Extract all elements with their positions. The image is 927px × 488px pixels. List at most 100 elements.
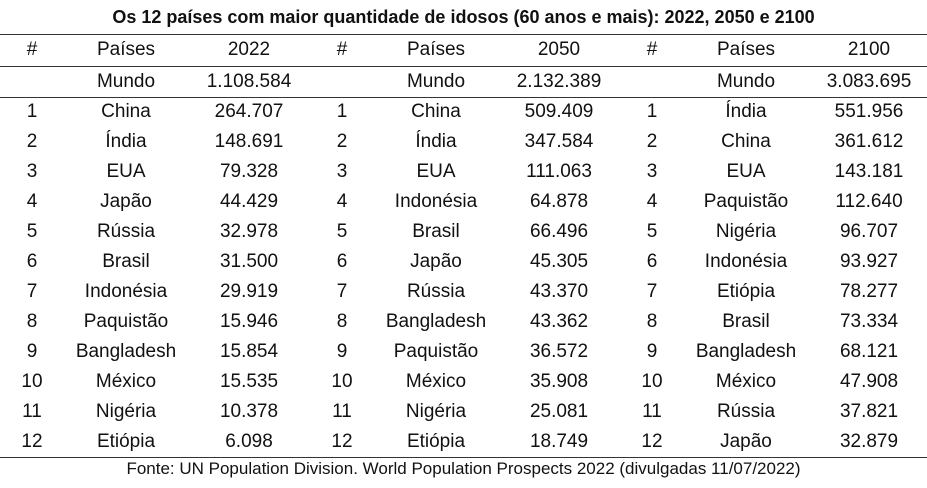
header-cell-rank-2100: # bbox=[646, 39, 658, 60]
table-cell: 32.879 bbox=[839, 431, 899, 452]
table-row: 7 Indonésia 29.919 7 Rússia 43.370 7 Etiópia 78.… bbox=[0, 277, 927, 307]
table-cell: 15.946 bbox=[219, 311, 279, 332]
table-cell: 18.749 bbox=[529, 431, 589, 452]
table-cell: 45.305 bbox=[529, 251, 589, 272]
table-row: 1 China 264.707 1 China 509.409 1 Índia 551.956 bbox=[0, 97, 927, 127]
table-row: 12 Etiópia 6.098 12 Etiópia 18.749 12 Japão 32.8… bbox=[0, 427, 927, 457]
table-cell: 5 bbox=[26, 221, 38, 242]
header-cell-country-2050: Países bbox=[406, 39, 466, 60]
table-cell: Etiópia bbox=[96, 431, 156, 452]
header-rule bbox=[0, 66, 927, 67]
table-cell: 9 bbox=[646, 341, 658, 362]
table-cell: 4 bbox=[26, 191, 38, 212]
table-cell: China bbox=[411, 101, 461, 122]
table-cell: 2 bbox=[336, 131, 348, 152]
table-cell: 78.277 bbox=[839, 281, 899, 302]
source-footnote: Fonte: UN Population Division. World Pop… bbox=[126, 459, 801, 478]
table-cell: EUA bbox=[726, 161, 766, 182]
table-cell: 551.956 bbox=[834, 101, 904, 122]
table-cell: 6.098 bbox=[225, 431, 273, 452]
table-cell: 44.429 bbox=[219, 191, 279, 212]
header-row: # Países 2022 # Países 2050 # Países 210… bbox=[0, 34, 927, 66]
table-cell: 7 bbox=[26, 281, 38, 302]
table-cell: Nigéria bbox=[95, 401, 157, 422]
table-cell: 35.908 bbox=[529, 371, 589, 392]
table-cell: 7 bbox=[336, 281, 348, 302]
world-row: Mundo 1.108.584 Mundo 2.132.389 Mundo 3.… bbox=[0, 66, 927, 97]
table-cell: 5 bbox=[646, 221, 658, 242]
table-cell: 12 bbox=[331, 431, 353, 452]
table-cell: Rússia bbox=[406, 281, 466, 302]
table-cell: EUA bbox=[416, 161, 456, 182]
table-cell: Mundo bbox=[96, 70, 156, 92]
table-cell: Índia bbox=[105, 131, 147, 152]
table-cell: 2 bbox=[26, 131, 38, 152]
table-cell: EUA bbox=[106, 161, 146, 182]
table-cell: 6 bbox=[646, 251, 658, 272]
table-cell bbox=[0, 66, 64, 97]
table-cell: Bangladesh bbox=[385, 311, 487, 332]
table-cell: 43.362 bbox=[529, 311, 589, 332]
table-row: 6 Brasil 31.500 6 Japão 45.305 6 Indonésia 93.92… bbox=[0, 247, 927, 277]
table-cell: 10 bbox=[21, 371, 43, 392]
table-cell: 32.978 bbox=[219, 221, 279, 242]
table-cell: 47.908 bbox=[839, 371, 899, 392]
table-cell: Paquistão bbox=[393, 341, 479, 362]
table-row: 5 Rússia 32.978 5 Brasil 66.496 5 Nigéria 96.707 bbox=[0, 217, 927, 247]
table-cell: Brasil bbox=[722, 311, 770, 332]
country-rows: 1 China 264.707 1 China 509.409 1 Índia 551.956 2… bbox=[0, 97, 927, 457]
table-cell: 6 bbox=[336, 251, 348, 272]
table-cell: Brasil bbox=[412, 221, 460, 242]
table-cell: 29.919 bbox=[219, 281, 279, 302]
table-cell: 361.612 bbox=[834, 131, 904, 152]
table-cell: 3 bbox=[336, 161, 348, 182]
table-row: 3 EUA 79.328 3 EUA 111.063 3 EUA 143.181 bbox=[0, 157, 927, 187]
header-cell-rank-2050: # bbox=[336, 39, 348, 60]
table-cell: 1.108.584 bbox=[206, 70, 292, 92]
table-cell: México bbox=[95, 371, 157, 392]
table-cell: 1 bbox=[26, 101, 38, 122]
table-cell: 15.535 bbox=[219, 371, 279, 392]
table-cell: 15.854 bbox=[219, 341, 279, 362]
header-cell-country-2022: Países bbox=[96, 39, 156, 60]
table-cell: Paquistão bbox=[83, 311, 169, 332]
table-cell: 4 bbox=[646, 191, 658, 212]
world-rule bbox=[0, 97, 927, 98]
table-cell: 143.181 bbox=[834, 161, 904, 182]
header-cell-year-2100: 2100 bbox=[847, 39, 891, 60]
table-row: 10 México 15.535 10 México 35.908 10 México 47.9… bbox=[0, 367, 927, 397]
table-row: 2 Índia 148.691 2 Índia 347.584 2 China 361.612 bbox=[0, 127, 927, 157]
table-cell bbox=[620, 66, 684, 97]
table-cell: China bbox=[101, 101, 151, 122]
table-row: 9 Bangladesh 15.854 9 Paquistão 36.572 9 Bangla… bbox=[0, 337, 927, 367]
table-cell: Índia bbox=[725, 101, 767, 122]
table-cell: 1 bbox=[336, 101, 348, 122]
table-cell: 66.496 bbox=[529, 221, 589, 242]
table-cell: Nigéria bbox=[405, 401, 467, 422]
table-cell: 264.707 bbox=[214, 101, 284, 122]
table-cell: Paquistão bbox=[703, 191, 789, 212]
header-cell-rank-2022: # bbox=[26, 39, 38, 60]
table-cell: 111.063 bbox=[526, 161, 592, 182]
table-title: Os 12 países com maior quantidade de ido… bbox=[112, 7, 815, 27]
table-cell: 93.927 bbox=[839, 251, 899, 272]
table-cell: 68.121 bbox=[839, 341, 899, 362]
table-cell: 8 bbox=[26, 311, 38, 332]
table-row: 11 Nigéria 10.378 11 Nigéria 25.081 11 Rússia 37… bbox=[0, 397, 927, 427]
table-cell: 6 bbox=[26, 251, 38, 272]
table-cell: 2 bbox=[646, 131, 658, 152]
table-cell: México bbox=[715, 371, 777, 392]
table-cell: 9 bbox=[26, 341, 38, 362]
table-cell: 96.707 bbox=[839, 221, 899, 242]
table-cell: China bbox=[721, 131, 771, 152]
bottom-rule bbox=[0, 457, 927, 458]
table-cell: Etiópia bbox=[716, 281, 776, 302]
table-cell: 79.328 bbox=[219, 161, 279, 182]
table-cell: 12 bbox=[21, 431, 43, 452]
table-cell: 31.500 bbox=[219, 251, 279, 272]
table-cell: Nigéria bbox=[715, 221, 777, 242]
table-cell: 4 bbox=[336, 191, 348, 212]
table-cell: Japão bbox=[720, 431, 772, 452]
table-cell bbox=[310, 66, 374, 97]
